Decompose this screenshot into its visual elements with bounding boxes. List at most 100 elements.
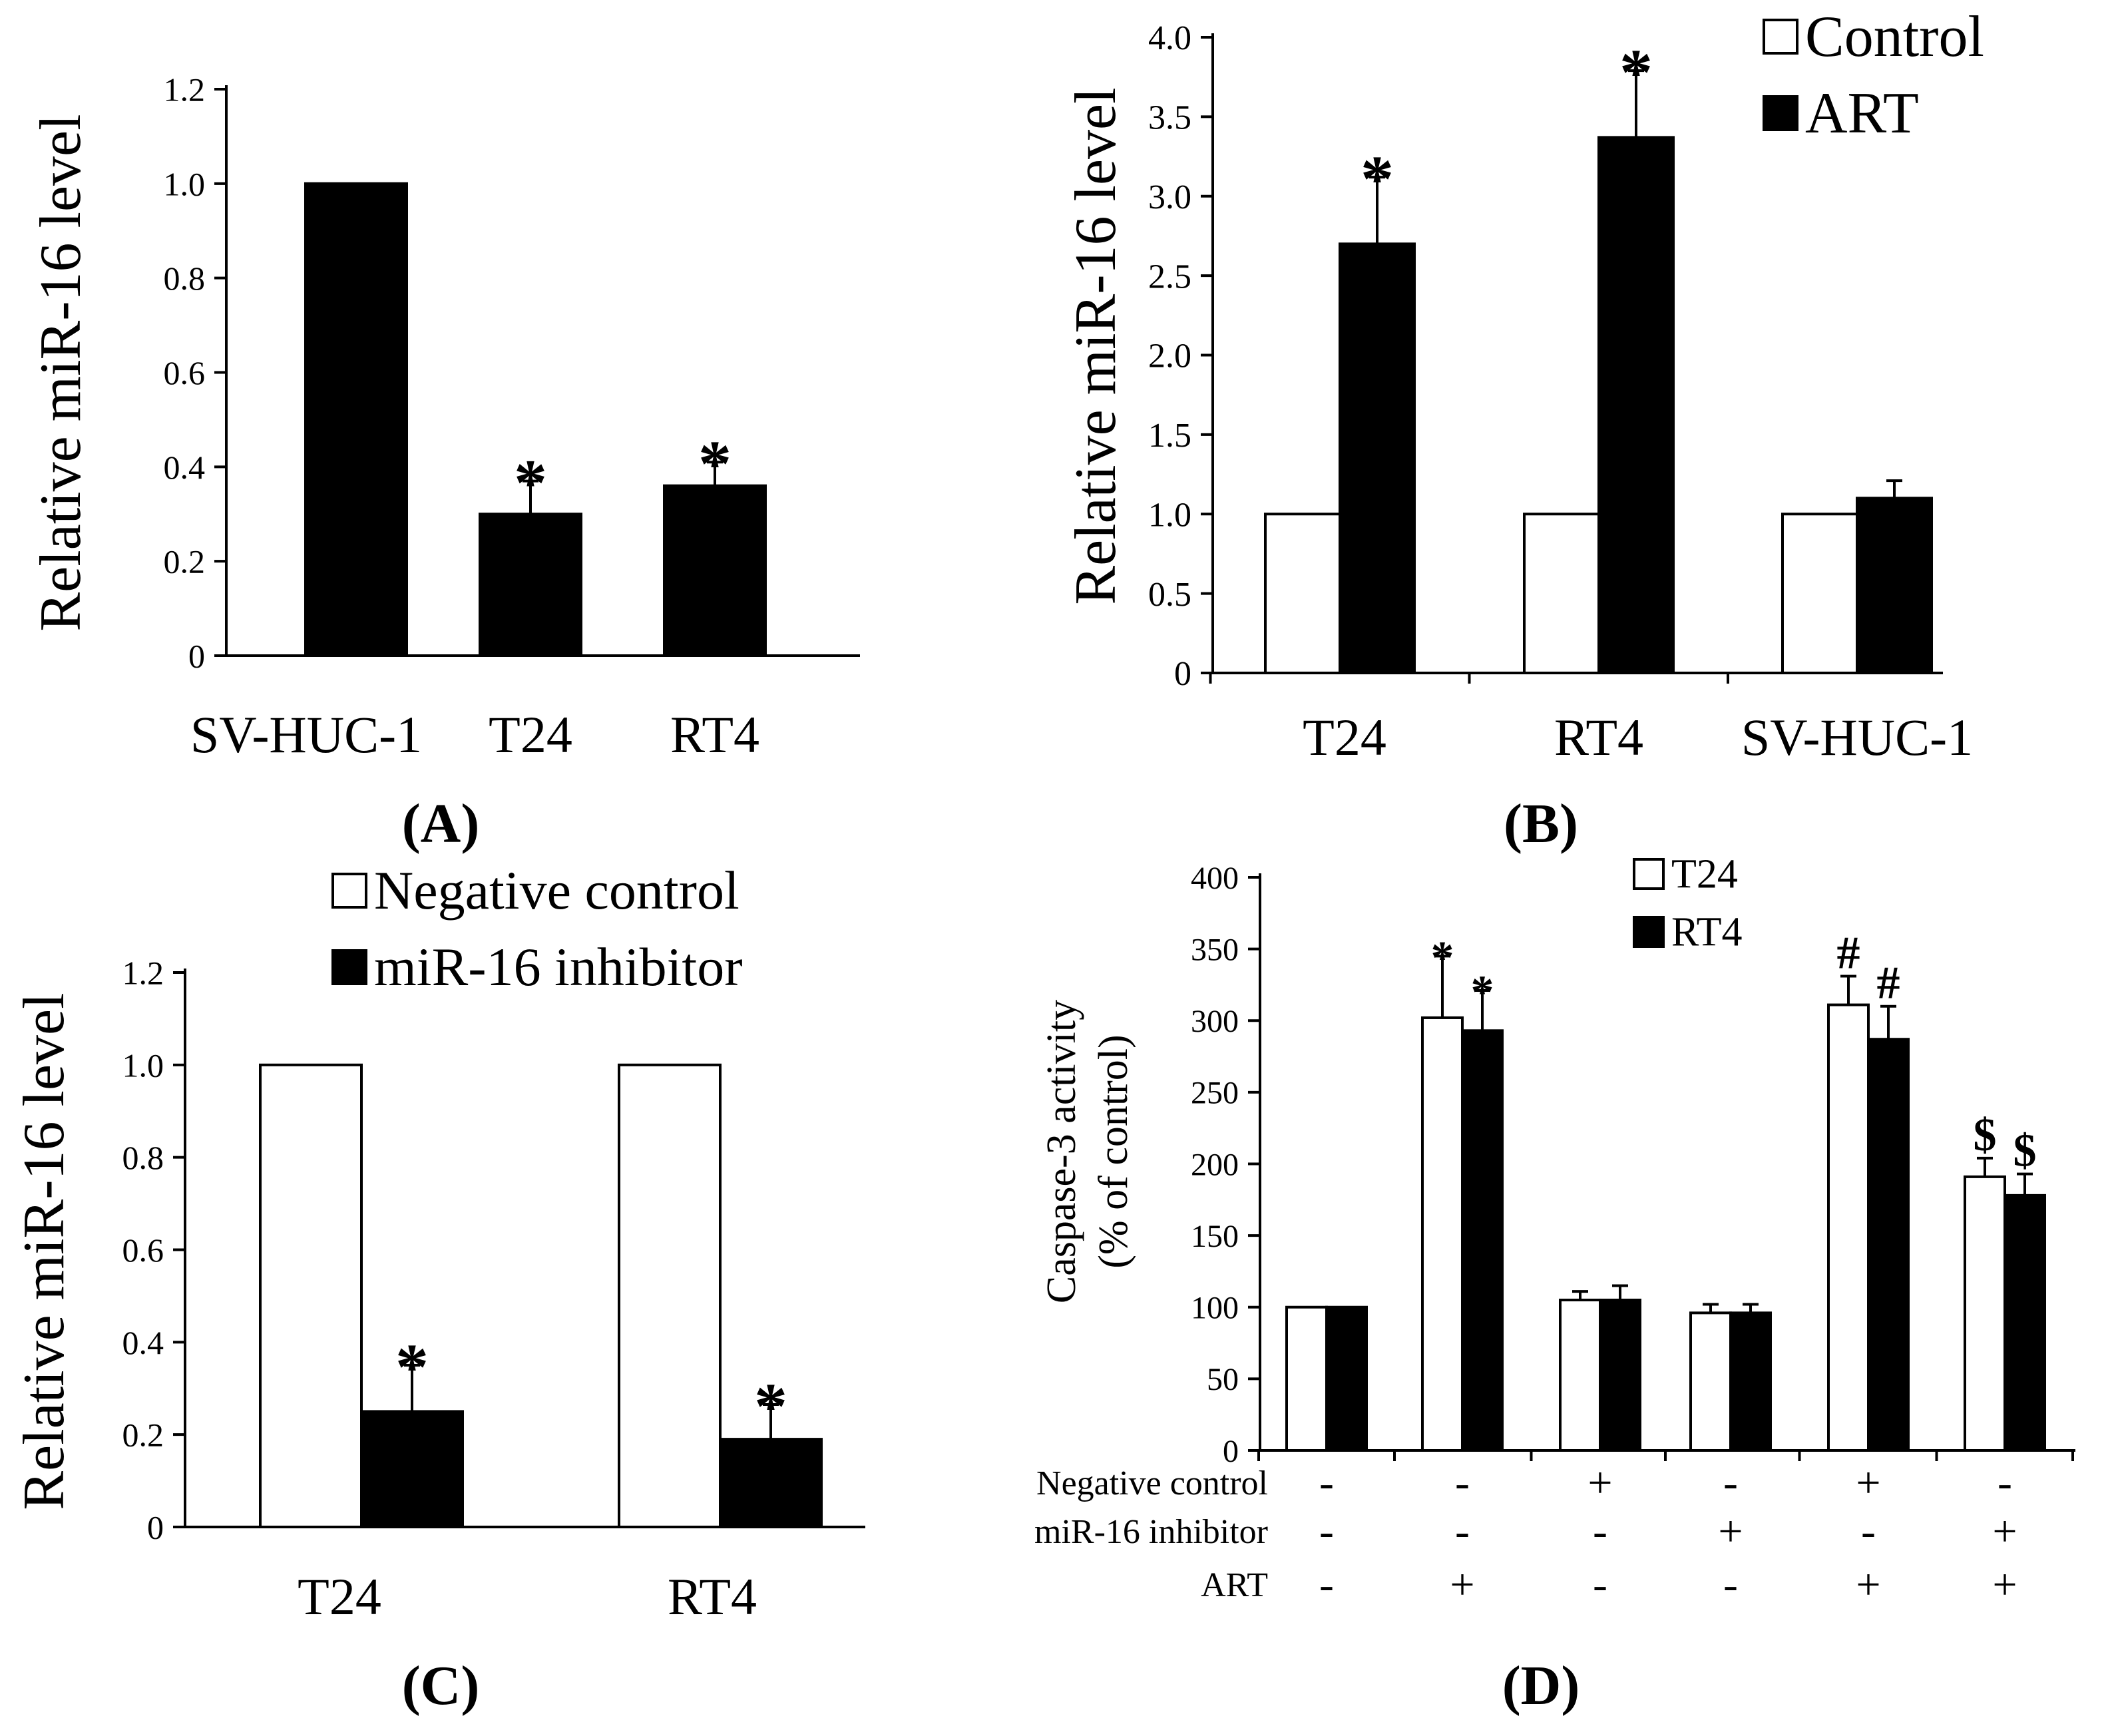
treatment-sign: - bbox=[1455, 1458, 1470, 1507]
bar-art bbox=[1856, 497, 1933, 674]
panel-caption: (B) bbox=[1504, 793, 1578, 855]
y-tick-label: 0 bbox=[147, 1509, 164, 1546]
legend-swatch bbox=[331, 949, 367, 985]
y-tick-label: 0 bbox=[1223, 1434, 1239, 1469]
significance-mark: * bbox=[395, 1330, 429, 1404]
y-tick-label: 1.0 bbox=[1148, 496, 1191, 534]
significance-mark: # bbox=[1877, 958, 1900, 1009]
bar-t24 bbox=[1827, 1003, 1870, 1452]
bar-rt4 bbox=[1461, 1029, 1504, 1452]
y-tick-label: 400 bbox=[1191, 861, 1239, 896]
significance-mark: * bbox=[1619, 35, 1653, 109]
bar-t24 bbox=[1285, 1305, 1328, 1452]
y-tick-label: 0.8 bbox=[164, 260, 206, 297]
y-tick-label: 200 bbox=[1191, 1147, 1239, 1182]
bar-control bbox=[1781, 513, 1858, 674]
y-tick-label: 300 bbox=[1191, 1004, 1239, 1039]
treatment-sign: - bbox=[1319, 1507, 1334, 1556]
y-tick-label: 0.5 bbox=[1148, 576, 1191, 614]
legend-swatch bbox=[1763, 19, 1798, 55]
treatment-sign: + bbox=[1856, 1560, 1880, 1609]
panel-caption: (D) bbox=[1502, 1655, 1580, 1717]
x-tick-label: RT4 bbox=[670, 706, 759, 763]
x-tick-label: T24 bbox=[1303, 708, 1386, 766]
bar-rt4 bbox=[1599, 1298, 1641, 1452]
significance-mark: * bbox=[754, 1369, 787, 1443]
treatment-sign: + bbox=[1856, 1458, 1880, 1507]
treatment-sign: - bbox=[1319, 1560, 1334, 1609]
y-axis-label: Relative miR-16 level bbox=[29, 114, 93, 631]
treatment-sign: - bbox=[1723, 1560, 1738, 1609]
legend-label: RT4 bbox=[1671, 909, 1743, 955]
bar-t24 bbox=[1421, 1016, 1464, 1452]
bar-rt4 bbox=[1325, 1305, 1368, 1452]
y-tick-label: 0.6 bbox=[122, 1231, 164, 1269]
x-tick-label: T24 bbox=[489, 706, 572, 763]
treatment-sign: + bbox=[1450, 1560, 1474, 1609]
legend-label: miR-16 inhibitor bbox=[374, 937, 743, 997]
bar-control bbox=[1523, 513, 1600, 674]
treatment-label: Negative control bbox=[1036, 1464, 1268, 1502]
bar-t24 bbox=[1964, 1175, 2006, 1452]
treatment-sign: - bbox=[1455, 1507, 1470, 1556]
bar-value bbox=[479, 513, 582, 657]
bar-art bbox=[1339, 242, 1416, 674]
x-tick-label: SV-HUC-1 bbox=[190, 706, 422, 763]
panel-caption: (C) bbox=[402, 1655, 480, 1717]
bar-mir-16-inhibitor bbox=[360, 1410, 464, 1528]
bar-negative-control bbox=[259, 1063, 363, 1529]
panel-a: 0 0.2 0.4 0.6 0.8 1.0 1.2 Relative miR-16 level… bbox=[29, 71, 860, 855]
x-tick-label: T24 bbox=[298, 1568, 381, 1626]
y-tick-label: 250 bbox=[1191, 1076, 1239, 1111]
bar-art bbox=[1597, 136, 1675, 675]
treatment-sign: + bbox=[1718, 1507, 1743, 1556]
treatment-sign: + bbox=[1587, 1458, 1612, 1507]
treatment-sign: - bbox=[1861, 1507, 1876, 1556]
legend-swatch bbox=[1633, 858, 1665, 890]
y-tick-label: 1.0 bbox=[164, 165, 206, 202]
y-tick-label: 0.2 bbox=[164, 543, 206, 580]
bar-rt4 bbox=[1729, 1311, 1772, 1452]
x-tick-label: RT4 bbox=[1554, 708, 1643, 766]
legend-label: ART bbox=[1805, 81, 1919, 146]
y-axis-label: Caspase-3 activity bbox=[1039, 1000, 1084, 1303]
x-tick-label: RT4 bbox=[668, 1568, 757, 1626]
y-axis-label: Relative miR-16 level bbox=[12, 992, 77, 1510]
significance-mark: * bbox=[514, 446, 547, 520]
legend-swatch bbox=[1763, 95, 1798, 131]
y-axis-label: Relative miR-16 level bbox=[1064, 87, 1128, 604]
y-tick-label: 0.8 bbox=[122, 1139, 164, 1176]
y-tick-label: 0 bbox=[1174, 655, 1191, 693]
significance-mark: # bbox=[1837, 928, 1860, 979]
y-tick-label: 100 bbox=[1191, 1291, 1239, 1326]
bar-value bbox=[304, 182, 408, 658]
treatment-sign: - bbox=[1593, 1560, 1607, 1609]
legend-label: T24 bbox=[1671, 851, 1738, 897]
bar-rt4 bbox=[2003, 1194, 2046, 1452]
y-tick-label: 0.4 bbox=[122, 1324, 164, 1361]
bar-value bbox=[663, 484, 767, 658]
bar-control bbox=[1264, 513, 1341, 674]
treatment-label: ART bbox=[1201, 1566, 1268, 1604]
treatment-label: miR‑16 inhibitor bbox=[1034, 1513, 1268, 1551]
y-tick-label: 1.0 bbox=[122, 1046, 164, 1084]
legend-label: Control bbox=[1805, 5, 1984, 69]
significance-mark: $ bbox=[2013, 1126, 2037, 1177]
y-tick-label: 2.0 bbox=[1148, 337, 1191, 375]
y-tick-label: 2.5 bbox=[1148, 258, 1191, 296]
panel-b: 0 0.5 1.0 1.5 2.0 2.5 3.0 3.5 4.0 Relative miR-16… bbox=[1064, 5, 1984, 855]
significance-mark: * bbox=[1361, 142, 1394, 216]
bar-mir-16-inhibitor bbox=[719, 1438, 823, 1529]
y-tick-label: 4.0 bbox=[1148, 19, 1191, 57]
panel-c: 0 0.2 0.4 0.6 0.8 1.0 1.2 Relative miR-16 level… bbox=[12, 860, 865, 1717]
treatment-sign: - bbox=[1998, 1458, 2012, 1507]
panel-caption: (A) bbox=[402, 793, 480, 855]
bar-t24 bbox=[1689, 1311, 1732, 1452]
y-tick-label: 50 bbox=[1207, 1362, 1239, 1397]
y-tick-label: 150 bbox=[1191, 1219, 1239, 1254]
y-tick-label: 0 bbox=[188, 638, 205, 675]
y-tick-label: 1.5 bbox=[1148, 417, 1191, 455]
bar-rt4 bbox=[1867, 1038, 1910, 1452]
y-tick-label: 1.2 bbox=[164, 71, 206, 108]
significance-mark: * bbox=[1431, 933, 1454, 984]
